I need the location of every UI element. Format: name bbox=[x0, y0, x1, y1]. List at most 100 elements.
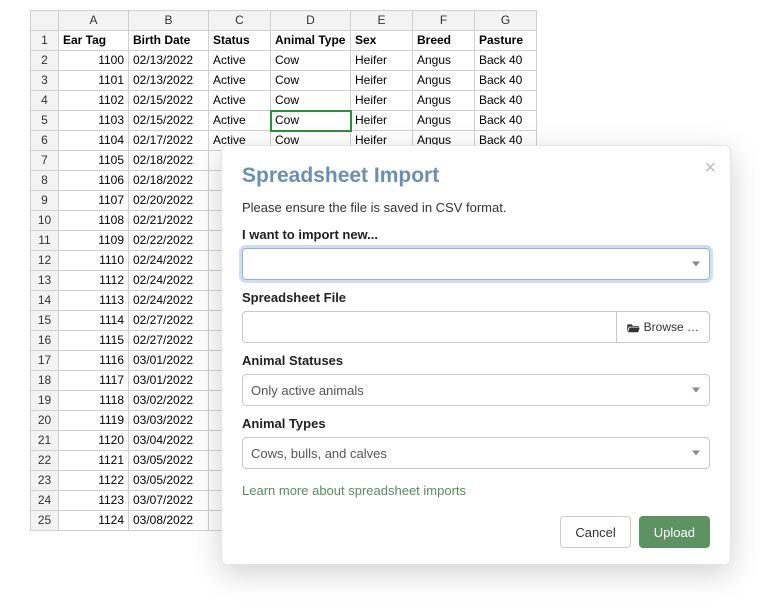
cell[interactable]: 03/07/2022 bbox=[129, 491, 209, 511]
row-header[interactable]: 13 bbox=[31, 271, 59, 291]
cell[interactable]: Back 40 bbox=[475, 111, 537, 131]
browse-button[interactable]: Browse … bbox=[617, 311, 710, 343]
cell[interactable]: Angus bbox=[413, 51, 475, 71]
cell[interactable]: 03/08/2022 bbox=[129, 511, 209, 531]
cell[interactable]: Active bbox=[209, 91, 271, 111]
close-icon[interactable]: × bbox=[704, 158, 716, 178]
cell[interactable]: 1112 bbox=[59, 271, 129, 291]
cell[interactable]: Cow bbox=[271, 111, 351, 131]
header-cell[interactable]: Status bbox=[209, 31, 271, 51]
cell[interactable]: 1123 bbox=[59, 491, 129, 511]
header-cell[interactable]: Birth Date bbox=[129, 31, 209, 51]
col-header-D[interactable]: D bbox=[271, 11, 351, 31]
cell[interactable]: 1104 bbox=[59, 131, 129, 151]
row-header[interactable]: 2 bbox=[31, 51, 59, 71]
cell[interactable]: 02/27/2022 bbox=[129, 331, 209, 351]
row-header[interactable]: 18 bbox=[31, 371, 59, 391]
file-path-input[interactable] bbox=[242, 311, 617, 343]
cell[interactable]: Back 40 bbox=[475, 91, 537, 111]
header-cell[interactable]: Sex bbox=[351, 31, 413, 51]
header-cell[interactable]: Animal Type bbox=[271, 31, 351, 51]
col-header-C[interactable]: C bbox=[209, 11, 271, 31]
row-header[interactable]: 9 bbox=[31, 191, 59, 211]
status-select[interactable]: Only active animals bbox=[242, 374, 710, 406]
cell[interactable]: Cow bbox=[271, 71, 351, 91]
cell[interactable]: 02/13/2022 bbox=[129, 51, 209, 71]
cell[interactable]: 03/02/2022 bbox=[129, 391, 209, 411]
row-header[interactable]: 11 bbox=[31, 231, 59, 251]
row-header[interactable]: 10 bbox=[31, 211, 59, 231]
cell[interactable]: 03/01/2022 bbox=[129, 371, 209, 391]
cell[interactable]: Active bbox=[209, 111, 271, 131]
col-header-B[interactable]: B bbox=[129, 11, 209, 31]
cell[interactable]: 02/13/2022 bbox=[129, 71, 209, 91]
row-header[interactable]: 14 bbox=[31, 291, 59, 311]
types-select[interactable]: Cows, bulls, and calves bbox=[242, 437, 710, 469]
cell[interactable]: Back 40 bbox=[475, 51, 537, 71]
row-header[interactable]: 4 bbox=[31, 91, 59, 111]
col-header-A[interactable]: A bbox=[59, 11, 129, 31]
cell[interactable]: 1116 bbox=[59, 351, 129, 371]
cell[interactable]: Back 40 bbox=[475, 71, 537, 91]
row-header[interactable]: 12 bbox=[31, 251, 59, 271]
row-header[interactable]: 5 bbox=[31, 111, 59, 131]
cell[interactable]: 1120 bbox=[59, 431, 129, 451]
cell[interactable]: Cow bbox=[271, 51, 351, 71]
row-header[interactable]: 15 bbox=[31, 311, 59, 331]
cell[interactable]: 1119 bbox=[59, 411, 129, 431]
cell[interactable]: 03/01/2022 bbox=[129, 351, 209, 371]
cell[interactable]: 02/18/2022 bbox=[129, 151, 209, 171]
row-header[interactable]: 8 bbox=[31, 171, 59, 191]
row-header[interactable]: 25 bbox=[31, 511, 59, 531]
cell[interactable]: Active bbox=[209, 51, 271, 71]
row-header[interactable]: 17 bbox=[31, 351, 59, 371]
cancel-button[interactable]: Cancel bbox=[560, 516, 630, 548]
cell[interactable]: Heifer bbox=[351, 71, 413, 91]
cell[interactable]: Angus bbox=[413, 91, 475, 111]
cell[interactable]: 02/21/2022 bbox=[129, 211, 209, 231]
import-type-select[interactable] bbox=[242, 248, 710, 280]
row-header[interactable]: 23 bbox=[31, 471, 59, 491]
learn-more-link[interactable]: Learn more about spreadsheet imports bbox=[242, 483, 466, 498]
cell[interactable]: Heifer bbox=[351, 91, 413, 111]
cell[interactable]: 1122 bbox=[59, 471, 129, 491]
cell[interactable]: 1110 bbox=[59, 251, 129, 271]
header-cell[interactable]: Breed bbox=[413, 31, 475, 51]
upload-button[interactable]: Upload bbox=[639, 516, 710, 548]
cell[interactable]: 1100 bbox=[59, 51, 129, 71]
cell[interactable]: Cow bbox=[271, 91, 351, 111]
cell[interactable]: 02/27/2022 bbox=[129, 311, 209, 331]
row-header[interactable]: 3 bbox=[31, 71, 59, 91]
cell[interactable]: 1105 bbox=[59, 151, 129, 171]
cell[interactable]: 1124 bbox=[59, 511, 129, 531]
col-header-G[interactable]: G bbox=[475, 11, 537, 31]
row-header[interactable]: 6 bbox=[31, 131, 59, 151]
cell[interactable]: 02/17/2022 bbox=[129, 131, 209, 151]
col-header-E[interactable]: E bbox=[351, 11, 413, 31]
cell[interactable]: Heifer bbox=[351, 51, 413, 71]
cell[interactable]: 1103 bbox=[59, 111, 129, 131]
cell[interactable]: 1114 bbox=[59, 311, 129, 331]
cell[interactable]: 1115 bbox=[59, 331, 129, 351]
row-header[interactable]: 1 bbox=[31, 31, 59, 51]
cell[interactable]: 1107 bbox=[59, 191, 129, 211]
cell[interactable]: 02/22/2022 bbox=[129, 231, 209, 251]
cell[interactable]: 02/24/2022 bbox=[129, 251, 209, 271]
col-header-F[interactable]: F bbox=[413, 11, 475, 31]
cell[interactable]: Angus bbox=[413, 111, 475, 131]
cell[interactable]: 1118 bbox=[59, 391, 129, 411]
cell[interactable]: 02/24/2022 bbox=[129, 271, 209, 291]
row-header[interactable]: 16 bbox=[31, 331, 59, 351]
cell[interactable]: 02/15/2022 bbox=[129, 91, 209, 111]
cell[interactable]: 1102 bbox=[59, 91, 129, 111]
cell[interactable]: 1106 bbox=[59, 171, 129, 191]
row-header[interactable]: 7 bbox=[31, 151, 59, 171]
row-header[interactable]: 20 bbox=[31, 411, 59, 431]
cell[interactable]: 1117 bbox=[59, 371, 129, 391]
cell[interactable]: 02/15/2022 bbox=[129, 111, 209, 131]
cell[interactable]: 02/20/2022 bbox=[129, 191, 209, 211]
row-header[interactable]: 24 bbox=[31, 491, 59, 511]
cell[interactable]: Heifer bbox=[351, 111, 413, 131]
header-cell[interactable]: Pasture bbox=[475, 31, 537, 51]
cell[interactable]: Angus bbox=[413, 71, 475, 91]
